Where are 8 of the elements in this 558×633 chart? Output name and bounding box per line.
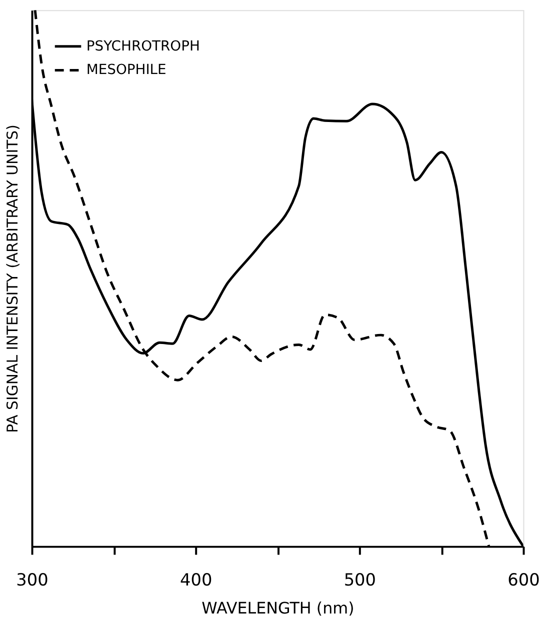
x-axis-title: WAVELENGTH (nm) <box>202 598 354 618</box>
legend-label: PSYCHROTROPH <box>86 38 200 54</box>
x-tick-label: 500 <box>344 570 376 590</box>
x-tick-label: 600 <box>508 570 540 590</box>
x-tick-label: 400 <box>180 570 212 590</box>
x-tick-label: 300 <box>16 570 48 590</box>
y-axis-title: PA SIGNAL INTENSITY (ARBITRARY UNITS) <box>3 124 22 433</box>
legend-label: MESOPHILE <box>86 62 166 78</box>
